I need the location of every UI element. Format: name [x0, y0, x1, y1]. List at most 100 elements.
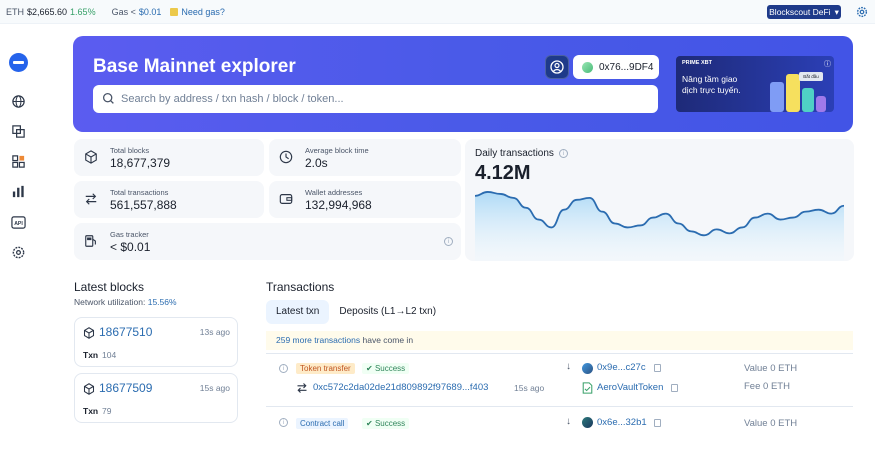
network-utilization-label: Network utilization:: [74, 297, 146, 307]
from-address-link[interactable]: 0x9e...c27c: [597, 362, 646, 373]
gas-price-link[interactable]: $0.01: [138, 6, 162, 17]
cube-icon: [85, 150, 97, 164]
copy-icon[interactable]: [654, 419, 661, 427]
hero-banner: Base Mainnet explorer Search by address …: [73, 36, 853, 132]
blocks-icon[interactable]: [11, 124, 26, 139]
network-menu-button[interactable]: Blockscout DeFi ▾: [767, 5, 841, 19]
info-icon[interactable]: i: [559, 149, 568, 158]
stat-wallet-addresses: Wallet addresses 132,994,968: [269, 181, 461, 218]
network-utilization: Network utilization: 15.56%: [74, 297, 177, 307]
stat-gas-tracker: Gas tracker < $0.01 i: [74, 223, 461, 260]
eth-label: ETH: [6, 6, 24, 17]
stat-total-transactions: Total transactions 561,557,888: [74, 181, 264, 218]
stat-value: < $0.01: [110, 240, 151, 254]
gas-pump-icon: [170, 7, 179, 16]
stat-label: Total blocks: [110, 146, 150, 155]
settings-gear-icon[interactable]: [855, 5, 869, 19]
sidebar: API: [0, 24, 40, 429]
search-placeholder: Search by address / txn hash / block / t…: [121, 93, 344, 105]
tab-deposits[interactable]: Deposits (L1→L2 txn): [339, 306, 437, 317]
blockscout-logo-icon[interactable]: [9, 53, 28, 72]
ad-brand: PRIME XBT: [682, 60, 712, 66]
block-number-link[interactable]: 18677510: [99, 325, 153, 339]
wallet-address: 0x76...9DF4: [599, 61, 654, 73]
tx-fee: Fee 0 ETH: [744, 381, 790, 392]
table-row: i Token transfer ✔ Success 0xc572c2da02d…: [266, 353, 853, 405]
new-transactions-notice[interactable]: 259 more transactions have come in: [266, 331, 853, 350]
transactions-tabs: Latest txn Deposits (L1→L2 txn): [266, 300, 446, 324]
chart-area: [475, 191, 844, 261]
tx-hash-link[interactable]: 0xc572c2da02de21d809892f97689...f403: [313, 382, 489, 393]
tx-type-badge: Token transfer: [296, 363, 355, 374]
chevron-down-icon: ▾: [834, 6, 839, 17]
tab-latest-txn[interactable]: Latest txn: [266, 300, 330, 324]
stat-label: Gas tracker: [110, 230, 149, 239]
ad-banner[interactable]: PRIME XBT Nâng tầm giao dịch trực tuyến.…: [676, 56, 834, 112]
tx-time: 15s ago: [514, 383, 545, 393]
arrow-down-icon: ↓: [566, 361, 571, 372]
cube-icon: [83, 383, 95, 395]
stats-chart-icon[interactable]: [11, 184, 26, 199]
search-icon: [102, 92, 114, 104]
info-icon[interactable]: i: [279, 364, 288, 373]
stat-value: 2.0s: [305, 156, 328, 170]
ad-info-icon[interactable]: ⓘ: [824, 61, 831, 68]
address-avatar-icon: [582, 363, 593, 374]
need-gas-link[interactable]: Need gas?: [181, 6, 225, 17]
wallet-button[interactable]: 0x76...9DF4: [573, 55, 659, 79]
tx-status-badge: ✔ Success: [362, 418, 410, 429]
eth-change: 1.65%: [70, 6, 96, 17]
network-utilization-value: 15.56%: [147, 297, 177, 307]
tx-status-badge: ✔ Success: [362, 363, 410, 374]
block-txn-label: Txn: [83, 406, 99, 416]
block-txn-count: 79: [102, 406, 112, 416]
contract-icon: [582, 382, 593, 394]
gas-label: Gas <: [111, 6, 136, 17]
block-time: 15s ago: [199, 383, 230, 393]
block-txn-label: Txn: [83, 350, 99, 360]
block-number-link[interactable]: 18677509: [99, 381, 153, 395]
ad-coins-illustration: [770, 74, 826, 112]
settings-icon[interactable]: [11, 245, 26, 260]
clock-icon: [279, 150, 293, 164]
stat-value: 132,994,968: [305, 198, 372, 212]
ad-cta-button[interactable]: Bắt đầu: [799, 72, 823, 81]
block-time: 13s ago: [199, 327, 230, 337]
block-card[interactable]: 18677509 15s ago Txn 79: [74, 373, 238, 423]
copy-icon[interactable]: [671, 384, 678, 392]
tx-fee-label: Fee: [744, 381, 761, 392]
tx-value: Value 0 ETH: [744, 418, 797, 429]
tx-type-badge: Contract call: [296, 418, 349, 429]
chart-title: Daily transactions: [475, 148, 554, 159]
api-icon[interactable]: API: [11, 215, 26, 230]
from-address-link[interactable]: 0x6e...32b1: [597, 417, 647, 428]
tx-status-text: Success: [374, 364, 406, 373]
globe-icon[interactable]: [11, 94, 26, 109]
tx-value-label: Value: [744, 418, 768, 429]
tx-value-amount: 0 ETH: [770, 418, 798, 429]
arrow-down-icon: ↓: [566, 416, 571, 427]
transfer-arrows-icon: [297, 383, 307, 393]
chart-big-value: 4.12M: [475, 162, 531, 184]
tx-value-label: Value: [744, 363, 768, 374]
block-card[interactable]: 18677510 13s ago Txn 104: [74, 317, 238, 367]
tx-fee-amount: 0 ETH: [763, 381, 790, 392]
stat-total-blocks: Total blocks 18,677,379: [74, 139, 264, 176]
tokens-grid-icon[interactable]: [11, 154, 26, 169]
notice-count-link[interactable]: 259 more transactions: [276, 335, 361, 345]
search-input[interactable]: Search by address / txn hash / block / t…: [93, 85, 658, 113]
cube-icon: [83, 327, 95, 339]
stat-value: 18,677,379: [110, 156, 171, 170]
to-address-link[interactable]: AeroVaultToken: [597, 382, 664, 393]
user-icon: [550, 60, 564, 74]
daily-transactions-card[interactable]: Daily transactions i 4.12M: [465, 139, 854, 261]
page-title: Base Mainnet explorer: [93, 56, 296, 77]
daily-transactions-chart: [474, 191, 845, 261]
info-icon[interactable]: i: [279, 418, 288, 427]
tx-value: Value 0 ETH: [744, 363, 797, 374]
address-avatar-icon: [582, 417, 593, 428]
info-icon[interactable]: i: [444, 237, 453, 246]
profile-button[interactable]: [545, 55, 569, 79]
copy-icon[interactable]: [654, 364, 661, 372]
stat-average-block-time: Average block time 2.0s: [269, 139, 461, 176]
